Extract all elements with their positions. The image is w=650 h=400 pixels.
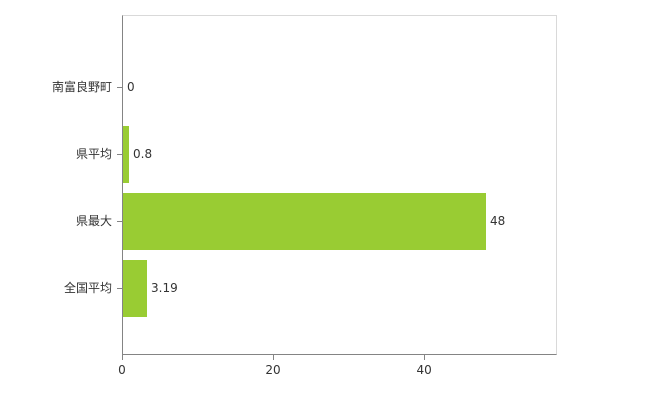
y-axis-tick [117, 87, 122, 88]
value-label: 0 [127, 80, 135, 94]
x-axis-tick [122, 355, 123, 360]
x-axis-tick-label: 20 [265, 363, 281, 377]
x-axis-tick [273, 355, 275, 360]
x-axis-tick-label: 40 [416, 363, 432, 377]
y-axis-tick [117, 288, 122, 289]
x-axis-tick [424, 355, 426, 360]
bar [123, 125, 129, 183]
plot-area [122, 15, 557, 355]
bar [123, 259, 147, 317]
y-axis-tick [117, 154, 122, 155]
category-label: 全国平均 [63, 281, 112, 295]
category-label: 県最大 [75, 214, 112, 228]
value-label: 48 [490, 214, 506, 228]
bar [123, 192, 486, 250]
category-label: 県平均 [75, 147, 112, 161]
value-label: 0.8 [133, 147, 153, 161]
x-axis-tick-label: 0 [118, 363, 126, 377]
category-label: 南富良野町 [51, 80, 112, 94]
value-label: 3.19 [151, 281, 178, 295]
y-axis-tick [117, 221, 122, 222]
